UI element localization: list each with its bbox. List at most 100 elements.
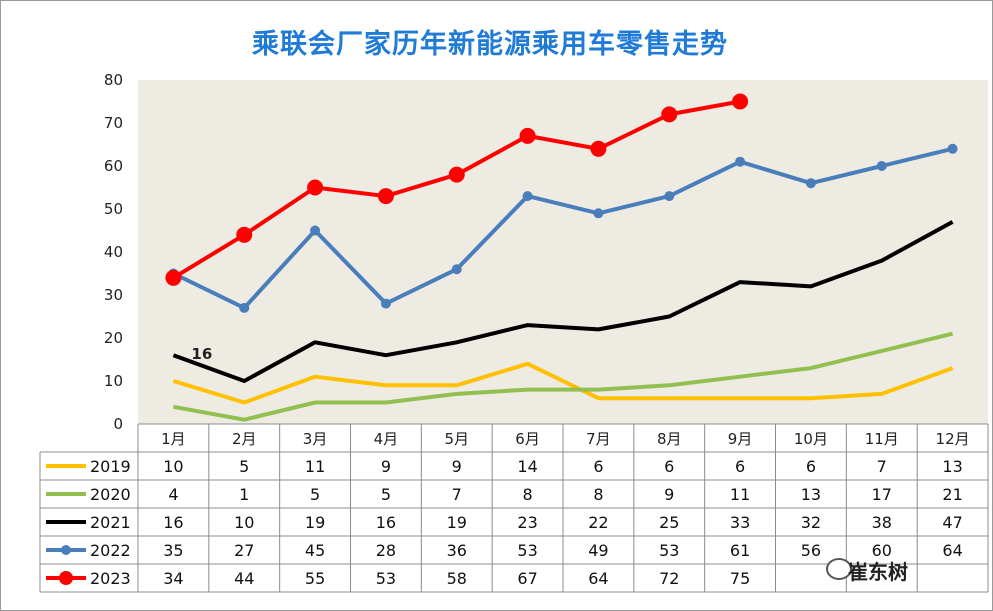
table-cell: 4 <box>168 485 178 504</box>
data-point-2022 <box>593 208 604 219</box>
data-point-2023 <box>590 140 607 157</box>
table-cell: 10 <box>163 457 183 476</box>
table-cell: 67 <box>517 569 537 588</box>
series-line-2022 <box>172 146 954 310</box>
series-line-2020 <box>173 331 954 422</box>
data-point-2023 <box>307 179 324 196</box>
table-cell: 32 <box>801 513 821 532</box>
table-cell: 11 <box>305 457 325 476</box>
table-cell: 13 <box>801 485 821 504</box>
table-cell: 10 <box>234 513 254 532</box>
y-tick-label: 60 <box>104 157 123 175</box>
legend-label-2023: 2023 <box>90 569 131 588</box>
data-point-2022 <box>451 264 462 275</box>
table-cell: 53 <box>517 541 537 560</box>
x-tick-label: 7月 <box>586 430 611 448</box>
table-cell: 8 <box>593 485 603 504</box>
table-cell: 28 <box>376 541 396 560</box>
table-cell: 16 <box>376 513 396 532</box>
x-tick-label: 9月 <box>728 430 753 448</box>
table-cell: 7 <box>452 485 462 504</box>
table-cell: 1 <box>239 485 249 504</box>
table-cell: 23 <box>517 513 537 532</box>
table-cell: 22 <box>588 513 608 532</box>
legend-label-2020: 2020 <box>90 485 131 504</box>
table-cell: 13 <box>942 457 962 476</box>
table-cell: 75 <box>730 569 750 588</box>
data-point-2023 <box>661 106 678 123</box>
table-cell: 19 <box>305 513 325 532</box>
legend-marker-2023 <box>59 571 73 585</box>
table-cell: 27 <box>234 541 254 560</box>
y-tick-label: 80 <box>104 71 123 89</box>
table-cell: 56 <box>801 541 821 560</box>
legend-label-2019: 2019 <box>90 457 131 476</box>
table-cell: 6 <box>806 457 816 476</box>
table-cell: 5 <box>381 485 391 504</box>
data-point-2022 <box>805 178 816 189</box>
data-point-2022 <box>310 225 321 236</box>
table-cell: 8 <box>522 485 532 504</box>
table-cell: 72 <box>659 569 679 588</box>
data-point-2023 <box>519 127 536 144</box>
x-tick-label: 11月 <box>865 430 899 448</box>
table-cell: 61 <box>730 541 750 560</box>
table-cell: 9 <box>452 457 462 476</box>
x-tick-label: 12月 <box>936 430 970 448</box>
data-point-2022 <box>664 191 675 202</box>
table-cell: 11 <box>730 485 750 504</box>
data-point-2022 <box>239 302 250 313</box>
series-line-2021 <box>172 220 954 383</box>
watermark: 崔东树 <box>848 560 908 584</box>
data-point-2023 <box>732 93 749 110</box>
table-cell: 35 <box>163 541 183 560</box>
data-point-2023 <box>448 166 465 183</box>
y-tick-label: 40 <box>104 243 123 261</box>
table-cell: 64 <box>588 569 608 588</box>
table-cell: 16 <box>163 513 183 532</box>
data-point-2022 <box>735 156 746 167</box>
data-point-2022 <box>876 161 887 171</box>
y-tick-label: 20 <box>104 329 123 347</box>
x-tick-label: 3月 <box>303 430 328 448</box>
table-cell: 53 <box>376 569 396 588</box>
y-tick-label: 70 <box>104 114 123 132</box>
table-cell: 49 <box>588 541 608 560</box>
x-tick-label: 1月 <box>161 430 186 448</box>
table-cell: 64 <box>942 541 962 560</box>
table-cell: 53 <box>659 541 679 560</box>
x-tick-label: 5月 <box>444 430 469 448</box>
y-tick-label: 30 <box>104 286 123 304</box>
table-cell: 5 <box>239 457 249 476</box>
table-cell: 6 <box>593 457 603 476</box>
legend-label-2021: 2021 <box>90 513 131 532</box>
table-cell: 36 <box>447 541 467 560</box>
x-tick-label: 2月 <box>232 430 257 448</box>
table-cell: 21 <box>942 485 962 504</box>
y-tick-label: 0 <box>113 415 123 433</box>
data-point-2023 <box>377 188 394 205</box>
table-cell: 9 <box>664 485 674 504</box>
table-cell: 33 <box>730 513 750 532</box>
x-tick-label: 10月 <box>794 430 828 448</box>
series-line-2019 <box>172 361 954 405</box>
legend-label-2022: 2022 <box>90 541 131 560</box>
table-cell: 7 <box>877 457 887 476</box>
x-tick-label: 4月 <box>374 430 399 448</box>
data-point-2023 <box>236 226 253 243</box>
table-cell: 45 <box>305 541 325 560</box>
table-cell: 19 <box>447 513 467 532</box>
table-cell: 25 <box>659 513 679 532</box>
table-cell: 47 <box>942 513 962 532</box>
table-cell: 9 <box>381 457 391 476</box>
table-cell: 44 <box>234 569 254 588</box>
data-point-2022 <box>522 191 533 202</box>
table-cell: 17 <box>872 485 892 504</box>
chart-title: 乘联会厂家历年新能源乘用车零售走势 <box>252 29 728 60</box>
table-cell: 60 <box>872 541 892 560</box>
table-cell: 5 <box>310 485 320 504</box>
table-cell: 55 <box>305 569 325 588</box>
table-cell: 6 <box>664 457 674 476</box>
y-tick-label: 50 <box>104 200 123 218</box>
table-cell: 14 <box>517 457 537 476</box>
